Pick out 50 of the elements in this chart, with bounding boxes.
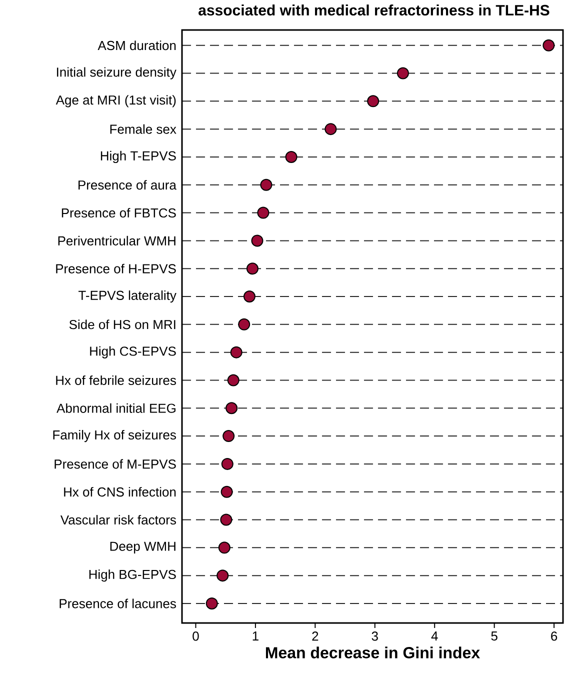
x-tick-label: 5 xyxy=(491,632,498,641)
point xyxy=(257,206,270,219)
y-tick-label: ASM duration xyxy=(98,40,176,50)
x-axis-title: Mean decrease in Gini index xyxy=(266,646,480,658)
point xyxy=(396,67,409,80)
y-tick-label: High CS-EPVS xyxy=(90,346,176,358)
y-tick-label: Presence of aura xyxy=(78,180,176,190)
point xyxy=(238,318,250,330)
y-tick-label: Deep WMH xyxy=(110,542,176,554)
y-tick-label: Initial seizure density xyxy=(57,67,176,80)
point xyxy=(246,262,258,275)
point xyxy=(324,123,337,136)
y-tick-label: Hx of febrile seizures xyxy=(56,375,176,385)
point xyxy=(221,458,234,470)
y-tick-label: Age at MRI (1st visit) xyxy=(56,95,176,108)
y-tick-label: Presence of H-EPVS xyxy=(56,264,176,274)
y-tick-label: High T-EPVS xyxy=(100,150,176,164)
point xyxy=(251,234,264,247)
x-tick-label: 0 xyxy=(192,632,199,641)
y-tick-label: Presence of M-EPVS xyxy=(54,459,176,469)
y-tick-label: Family Hx of seizures xyxy=(53,430,176,442)
y-tick-label: Periventricular WMH xyxy=(58,236,176,246)
point xyxy=(222,430,235,442)
point xyxy=(230,346,242,358)
y-tick-label: Side of HS on MRI xyxy=(69,320,176,330)
x-tick-label: 6 xyxy=(551,632,558,641)
y-tick-label: Presence of FBTCS xyxy=(62,208,176,218)
y-tick-label: Female sex xyxy=(110,124,176,134)
y-tick-label: Hx of CNS infection xyxy=(64,487,176,497)
y-tick-label: Presence of lacunes xyxy=(60,598,176,608)
point xyxy=(206,597,218,610)
point xyxy=(226,402,238,414)
point xyxy=(220,486,233,498)
y-tick-label: Vascular risk factors xyxy=(60,514,176,525)
point xyxy=(216,570,229,582)
y-tick-label: Abnormal initial EEG xyxy=(56,403,176,413)
point xyxy=(227,374,240,386)
x-tick-label: 3 xyxy=(372,632,378,641)
point xyxy=(367,95,380,108)
y-tick-label: T-EPVS laterality xyxy=(78,290,176,303)
point xyxy=(243,290,256,303)
point xyxy=(220,514,232,526)
x-tick-label: 4 xyxy=(431,632,438,640)
y-tick-label: High BG-EPVS xyxy=(89,570,176,582)
x-tick-label: 1 xyxy=(252,632,258,640)
point xyxy=(260,178,272,191)
point xyxy=(285,150,298,163)
x-tick-label: 2 xyxy=(312,632,318,641)
point xyxy=(218,542,230,554)
chart-title: associated with medical refractoriness in TLE-HS xyxy=(198,4,550,16)
